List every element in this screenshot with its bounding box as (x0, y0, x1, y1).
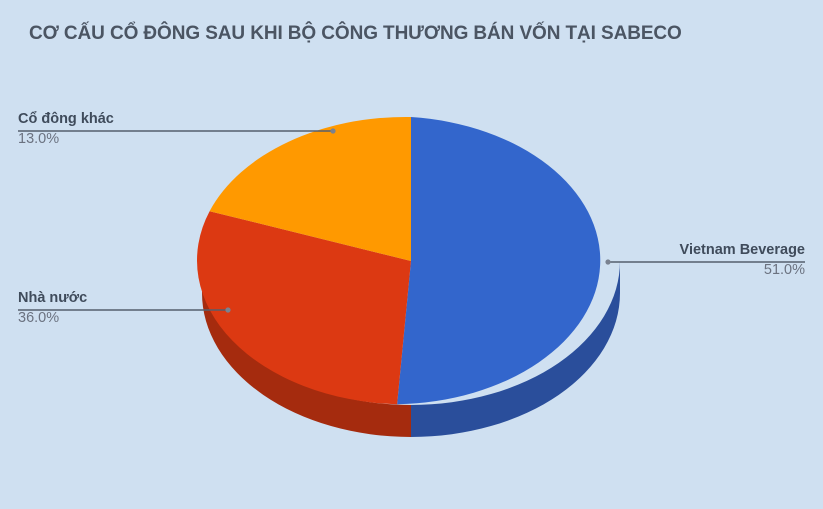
slice-label-vietnam-beverage: Vietnam Beverage 51.0% (680, 241, 805, 280)
slice-label-nha-nuoc: Nhà nước 36.0% (18, 289, 87, 328)
slice-label-co-dong-khac: Cổ đông khác 13.0% (18, 110, 114, 149)
slice-label-value: 13.0% (18, 130, 60, 147)
slice-label-value: 36.0% (18, 309, 60, 326)
pie-slice-co-dong-khac (209, 116, 411, 261)
chart-title: CƠ CẤU CỔ ĐÔNG SAU KHI BỘ CÔNG THƯƠNG BÁ… (29, 23, 682, 44)
slice-label-value: 51.0% (763, 261, 805, 278)
leader-line-nha-nuoc (18, 307, 231, 313)
pie-slice-side-vietnam-beverage (411, 261, 620, 437)
leader-line-co-dong-khac (18, 128, 336, 134)
slice-label-name: Nhà nước (18, 290, 88, 306)
slice-label-name: Vietnam Beverage (679, 242, 805, 258)
slice-label-name: Cổ đông khác (18, 111, 114, 127)
pie-slice-nha-nuoc (197, 211, 411, 405)
pie-slice-vietnam-beverage (397, 117, 601, 405)
leader-line-vietnam-beverage (605, 259, 805, 265)
